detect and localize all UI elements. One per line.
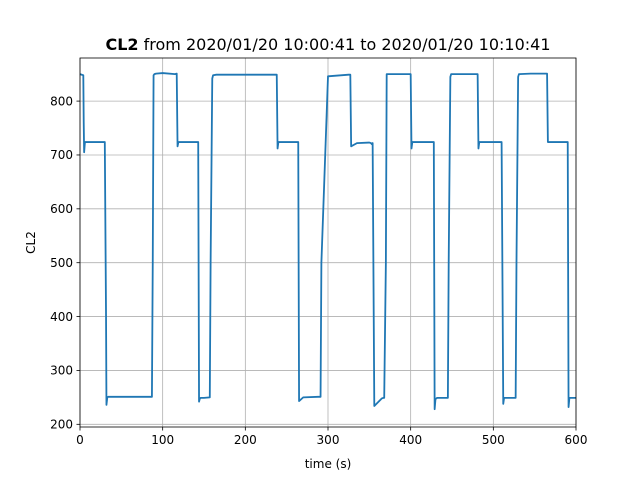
y-tick-label: 200	[50, 418, 73, 432]
y-tick-label: 800	[50, 94, 73, 108]
chart-title-bold: CL2	[105, 35, 138, 54]
ticks: 0 100 200 300 400 500 600 200 300 400 500 600 700 800	[50, 94, 587, 447]
y-tick-label: 600	[50, 202, 73, 216]
series-line	[79, 72, 576, 411]
y-tick-label: 400	[50, 310, 73, 324]
y-tick-label: 500	[50, 256, 73, 270]
y-tick-label: 300	[50, 364, 73, 378]
x-tick-label: 0	[76, 433, 84, 447]
x-tick-label: 500	[482, 433, 505, 447]
chart-title-range: from 2020/01/20 10:00:41 to 2020/01/20 1…	[144, 35, 551, 54]
x-tick-label: 300	[317, 433, 340, 447]
y-tick-label: 700	[50, 148, 73, 162]
x-axis-label: time (s)	[305, 457, 352, 471]
x-tick-label: 600	[565, 433, 588, 447]
x-tick-label: 100	[151, 433, 174, 447]
series-layer	[79, 72, 576, 411]
x-tick-label: 400	[399, 433, 422, 447]
chart-title: CL2 from 2020/01/20 10:00:41 to 2020/01/…	[105, 35, 550, 54]
x-tick-label: 200	[234, 433, 257, 447]
y-axis-label: CL2	[24, 231, 38, 254]
